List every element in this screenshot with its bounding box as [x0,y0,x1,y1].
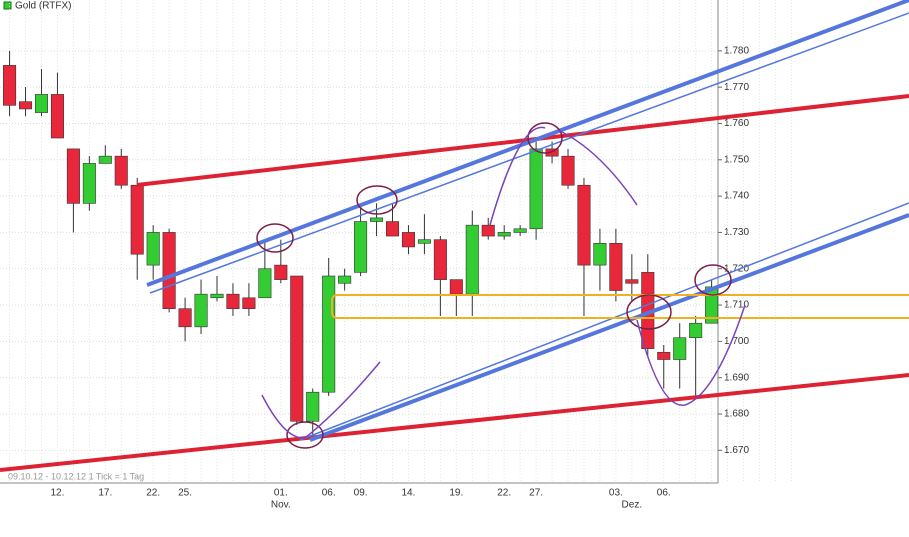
candle-body [290,275,304,422]
x-tick-label: 19. [449,488,463,499]
candle-body [449,279,463,295]
candle-body [3,65,17,106]
trendline [309,213,909,442]
candle-body [433,239,447,280]
y-tick-label: 1.770 [724,82,749,93]
candle-body [593,243,607,266]
candle-body [465,224,479,295]
plot: 1.670 1.680 1.690 1.700 1.710 1.720 1.730 1.740… [0,0,792,511]
trendline [149,12,909,294]
candle-body [322,275,336,393]
x-month-label: Nov. [271,500,291,511]
y-tick-label: 1.740 [724,191,749,202]
y-tick-label: 1.700 [724,336,749,347]
y-tick-label: 1.780 [724,45,749,56]
candle-body [609,243,623,291]
x-tick-label: 14. [402,488,416,499]
candle-body [401,232,415,248]
candle-body [306,391,320,422]
candle-body [146,232,160,266]
candle-body [82,163,96,204]
footer: 09.10.12 - 10.12.12 1 Tick = 1 Tag [8,471,144,481]
x-tick-label: 22. [146,488,160,499]
candle-body [497,232,511,237]
x-tick-label: 09. [354,488,368,499]
hand-drawn-curve [489,126,546,226]
x-tick-label: 03. [609,488,623,499]
candle-body [577,184,591,266]
candle-body [34,94,49,113]
x-tick-label: 12. [50,488,64,499]
candle-body [178,308,192,328]
candle-body [673,337,687,360]
candle-body [417,239,431,244]
candle-body [162,232,176,309]
candle-body [354,221,368,273]
highlight-ellipse [286,421,324,449]
highlight-ellipse [694,264,732,296]
annotations [0,0,909,472]
candle-body [385,221,400,237]
highlight-ellipse [527,122,563,154]
candle-body [529,148,543,230]
y-tick-label: 1.760 [724,118,749,129]
highlight-ellipse [356,185,398,215]
candle-body [130,184,144,255]
title-icon [3,1,12,10]
y-tick-label: 1.670 [724,445,749,456]
hand-drawn-curve [261,361,381,439]
candle-body [657,351,671,360]
candle-body [19,101,33,110]
x-tick-label: 27. [529,488,543,499]
candle-body [370,217,384,222]
candle-body [258,268,272,299]
x-tick-label: 25. [178,488,192,499]
hand-drawn-curve [557,129,638,206]
candle-body [689,322,703,339]
candle-body [561,155,575,186]
y-tick-label: 1.690 [724,372,749,383]
candle-body [481,224,495,237]
y-tick-label: 1.730 [724,227,749,238]
trendline [299,202,909,441]
x-month-label: Dez. [622,500,643,511]
x-tick-label: 22. [497,488,511,499]
candle-body [210,293,224,299]
highlight-ellipse [626,294,672,330]
candle-body [98,155,112,164]
hand-drawn-curve [636,304,746,406]
candle-body [226,293,240,309]
candle-body [513,228,527,233]
candle-body [66,148,80,204]
y-tick-label: 1.680 [724,409,749,420]
x-tick-label: 06. [322,488,336,499]
candle-body [194,293,208,328]
candle-body [50,94,64,139]
range-box [331,294,909,319]
candle-body [242,297,256,309]
candle-body [338,275,352,284]
x-tick-label: 06. [657,488,671,499]
chart-title: Gold (RTFX) [15,1,72,12]
y-tick-label: 1.750 [724,154,749,165]
x-tick-label: 01. [274,488,288,499]
candle-body [625,279,639,284]
x-tick-label: 17. [98,488,112,499]
highlight-ellipse [256,223,294,253]
candle-body [274,264,288,280]
candle-body [114,155,128,186]
y-tick-label: 1.710 [724,300,749,311]
y-tick-label: 1.720 [724,263,749,274]
trendline [0,373,909,472]
